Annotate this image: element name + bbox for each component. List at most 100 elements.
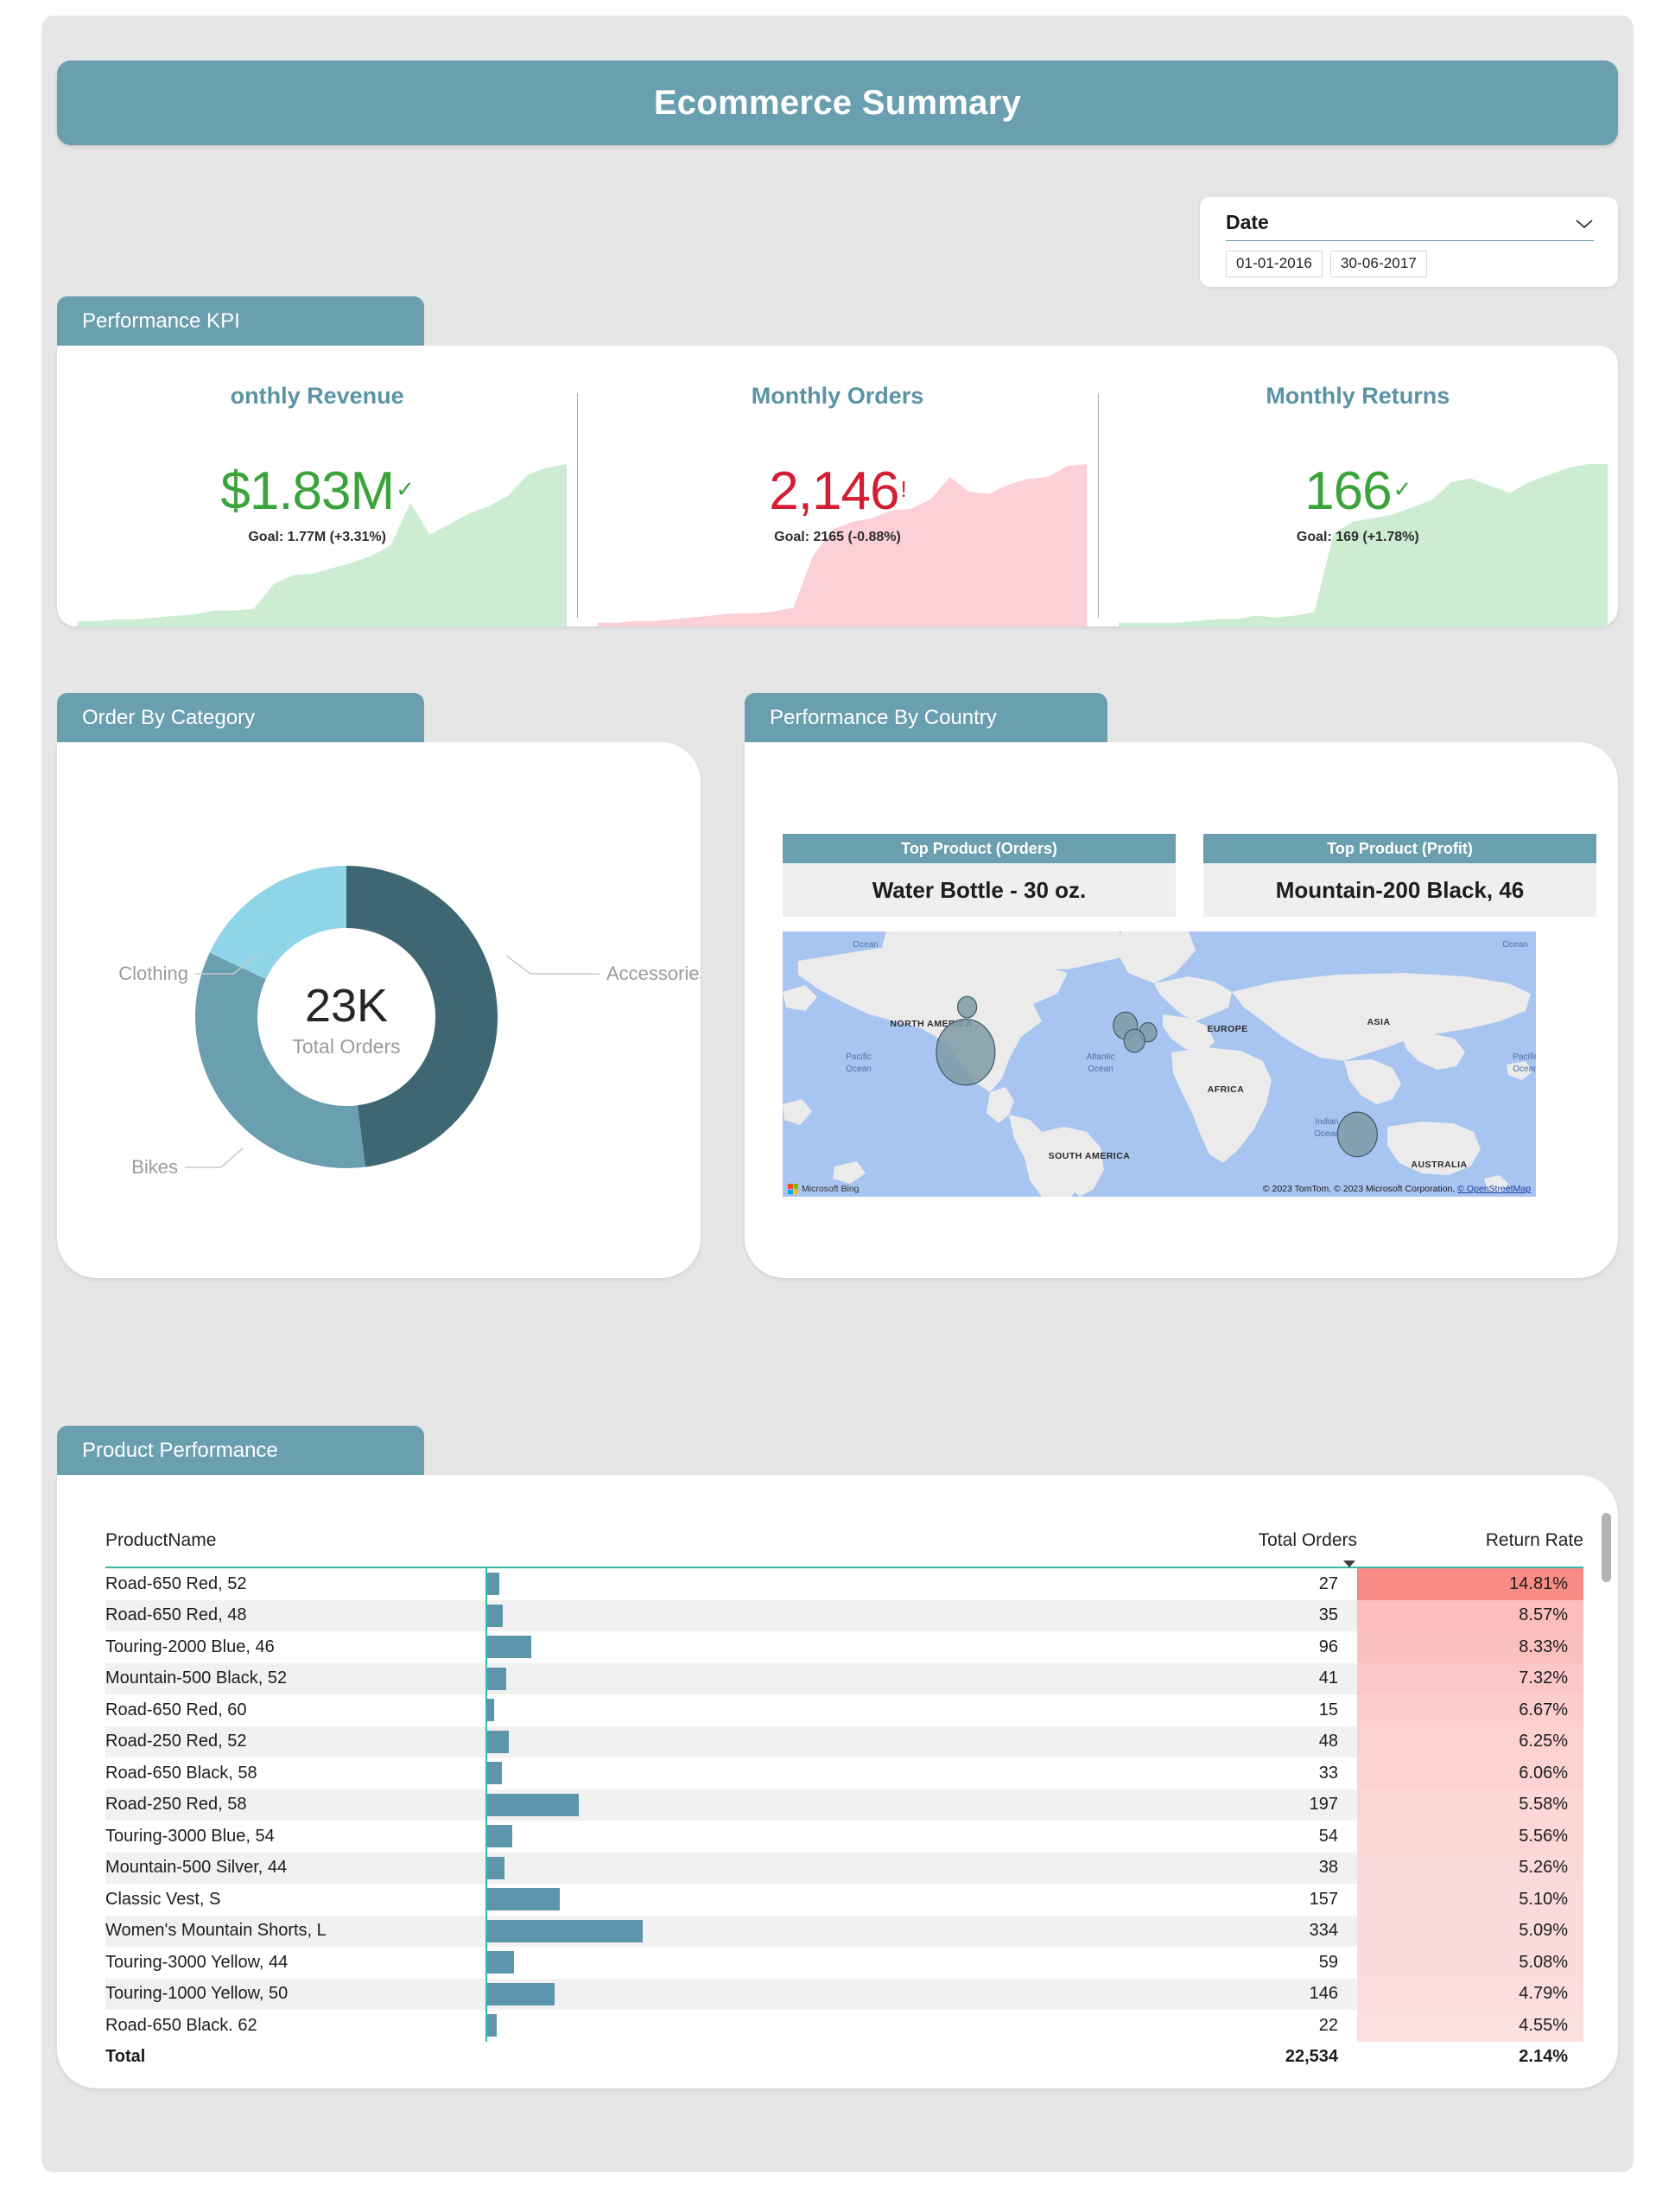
cell-product-name: Touring-1000 Yellow, 50 xyxy=(105,1984,289,2004)
map-landmass xyxy=(1163,1014,1215,1052)
cell-orders-bar xyxy=(485,1568,1167,1600)
donut-slice-accessories[interactable] xyxy=(346,866,498,1167)
map-continent-label: ASIA xyxy=(1367,1017,1390,1027)
map-bubble[interactable] xyxy=(936,1019,996,1086)
page-title: Ecommerce Summary xyxy=(653,83,1022,122)
date-end-input[interactable]: 30-06-2017 xyxy=(1329,251,1427,277)
kpi-title: Monthly Orders xyxy=(751,383,924,409)
map-landmass xyxy=(783,985,817,1011)
bar-axis-line xyxy=(485,1789,487,1821)
kpi-goal-label: Goal: 2165 (-0.88%) xyxy=(774,530,901,544)
product-performance-table: ProductName Total Orders Return Rate Roa… xyxy=(105,1506,1583,2073)
table-row[interactable]: Mountain-500 Black, 52 41 7.32% xyxy=(105,1662,1583,1694)
cell-orders-bar xyxy=(485,1599,1167,1631)
table-row[interactable]: Classic Vest, S 157 5.10% xyxy=(105,1884,1583,1916)
date-slicer[interactable]: Date 01-01-2016 30-06-2017 xyxy=(1200,197,1618,287)
map-bubble[interactable] xyxy=(1336,1111,1378,1158)
date-start-input[interactable]: 01-01-2016 xyxy=(1226,251,1323,277)
chevron-down-icon[interactable] xyxy=(1575,218,1594,228)
table-row[interactable]: Road-650 Red, 60 15 6.67% xyxy=(105,1694,1583,1726)
map-landmass xyxy=(1171,1047,1272,1163)
kpi-card[interactable]: Monthly Returns 166✓ Goal: 169 (+1.78%) xyxy=(1097,346,1618,626)
map-bubble[interactable] xyxy=(957,995,978,1019)
map-ocean-label: Ocean xyxy=(853,940,878,950)
cell-return-rate: 5.10% xyxy=(1357,1884,1583,1916)
table-row[interactable]: Mountain-500 Silver, 44 38 5.26% xyxy=(105,1852,1583,1884)
table-row[interactable]: Touring-3000 Blue, 54 54 5.56% xyxy=(105,1821,1583,1853)
cell-return-rate: 5.56% xyxy=(1357,1821,1583,1853)
cell-product-name: Road-250 Red, 52 xyxy=(105,1732,247,1751)
cell-return-rate: 8.33% xyxy=(1357,1631,1583,1663)
kpi-card[interactable]: onthly Revenue $1.83M✓ Goal: 1.77M (+3.31%… xyxy=(57,346,577,626)
top-product-profit-header: Top Product (Profit) xyxy=(1203,834,1596,863)
cell-total-orders: 41 xyxy=(1318,1669,1338,1688)
report-title-banner: Ecommerce Summary xyxy=(57,60,1618,145)
bar-axis-line xyxy=(485,1662,487,1694)
donut-center-label: Total Orders xyxy=(292,1035,400,1058)
cell-orders-bar xyxy=(485,2010,1167,2042)
column-header-total-orders[interactable]: Total Orders xyxy=(1167,1530,1357,1567)
sort-descending-icon[interactable] xyxy=(1343,1560,1355,1567)
cell-product-name: Mountain-500 Silver, 44 xyxy=(105,1858,288,1878)
cell-total-orders: 197 xyxy=(1309,1795,1338,1815)
table-row[interactable]: Road-250 Red, 52 48 6.25% xyxy=(105,1726,1583,1758)
donut-slice-clothing[interactable] xyxy=(209,866,346,980)
cell-return-rate: 7.32% xyxy=(1357,1662,1583,1694)
map-landmass xyxy=(798,947,1068,1092)
total-orders-value: 22,534 xyxy=(1285,2047,1338,2066)
table-row[interactable]: Touring-1000 Yellow, 50 146 4.79% xyxy=(105,1978,1583,2010)
bar-axis-line xyxy=(485,1694,487,1726)
table-row[interactable]: Touring-2000 Blue, 46 96 8.33% xyxy=(105,1631,1583,1663)
map-ocean-label: Indian xyxy=(1315,1117,1338,1127)
cell-total-orders: 15 xyxy=(1318,1700,1338,1719)
bar-axis-line xyxy=(485,2010,487,2042)
map-landmass xyxy=(1344,1059,1401,1104)
date-slicer-range: 01-01-2016 30-06-2017 xyxy=(1226,251,1427,277)
cell-product-name: Touring-2000 Blue, 46 xyxy=(105,1637,275,1656)
cell-return-rate: 6.67% xyxy=(1357,1694,1583,1726)
kpi-card[interactable]: Monthly Orders 2,146! Goal: 2165 (-0.88%) xyxy=(577,346,1097,626)
table-scrollbar-thumb[interactable] xyxy=(1602,1513,1611,1582)
table-row[interactable]: Road-250 Red, 58 197 5.58% xyxy=(105,1789,1583,1821)
table-row[interactable]: Road-650 Black. 62 22 4.55% xyxy=(105,2010,1583,2042)
table-scrollbar[interactable] xyxy=(1602,1513,1611,2049)
cell-product-name: Mountain-500 Black, 52 xyxy=(105,1669,288,1688)
openstreetmap-link[interactable]: © OpenStreetMap xyxy=(1457,1184,1531,1194)
performance-by-country-panel: Top Product (Orders) Water Bottle - 30 o… xyxy=(745,742,1618,1278)
map-ocean-label: Ocean xyxy=(846,1065,871,1074)
cell-total-orders: 334 xyxy=(1309,1921,1338,1941)
kpi-sparkline xyxy=(78,452,568,626)
cell-return-rate: 5.09% xyxy=(1357,1915,1583,1947)
donut-leader-line xyxy=(185,1147,244,1168)
section-header-performance-by-country: Performance By Country xyxy=(745,693,1107,742)
section-header-performance-kpi: Performance KPI xyxy=(57,296,424,346)
bar-axis-line xyxy=(485,1884,487,1916)
bar-axis-line xyxy=(485,1978,487,2010)
map-bubble[interactable] xyxy=(1123,1028,1145,1053)
table-row[interactable]: Touring-3000 Yellow, 44 59 5.08% xyxy=(105,1947,1583,1979)
table-row[interactable]: Road-650 Red, 52 27 14.81% xyxy=(105,1568,1583,1600)
cell-return-rate: 6.25% xyxy=(1357,1726,1583,1758)
cell-total-orders: 35 xyxy=(1318,1605,1338,1625)
world-map[interactable]: NORTH AMERICA SOUTH AMERICA EUROPE AFRICA AS… xyxy=(783,931,1536,1197)
column-header-productname[interactable]: ProductName xyxy=(105,1530,217,1550)
map-landmass xyxy=(1009,1115,1080,1197)
donut-chart[interactable]: Accessories Bikes Clothing 23K Total Orders xyxy=(57,742,701,1278)
cell-total-orders: 33 xyxy=(1318,1763,1338,1783)
donut-center-value: 23K xyxy=(305,980,388,1032)
total-label: Total xyxy=(105,2047,146,2066)
cell-orders-bar xyxy=(485,1694,1167,1726)
map-provider-label: Microsoft Bing xyxy=(802,1184,860,1194)
table-row[interactable]: Road-650 Black, 58 33 6.06% xyxy=(105,1758,1583,1789)
map-landmass xyxy=(1507,1061,1532,1080)
table-row[interactable]: Road-650 Red, 48 35 8.57% xyxy=(105,1599,1583,1631)
section-header-product-performance: Product Performance xyxy=(57,1426,424,1475)
table-row[interactable]: Women's Mountain Shorts, L 334 5.09% xyxy=(105,1915,1583,1947)
total-return-rate-value: 2.14% xyxy=(1519,2047,1568,2066)
top-product-profit-value: Mountain-200 Black, 46 xyxy=(1203,863,1596,917)
kpi-goal-label: Goal: 1.77M (+3.31%) xyxy=(248,530,386,544)
donut-slice-bikes[interactable] xyxy=(194,952,365,1168)
bar-axis-line xyxy=(485,1726,487,1758)
column-header-return-rate[interactable]: Return Rate xyxy=(1485,1530,1583,1550)
